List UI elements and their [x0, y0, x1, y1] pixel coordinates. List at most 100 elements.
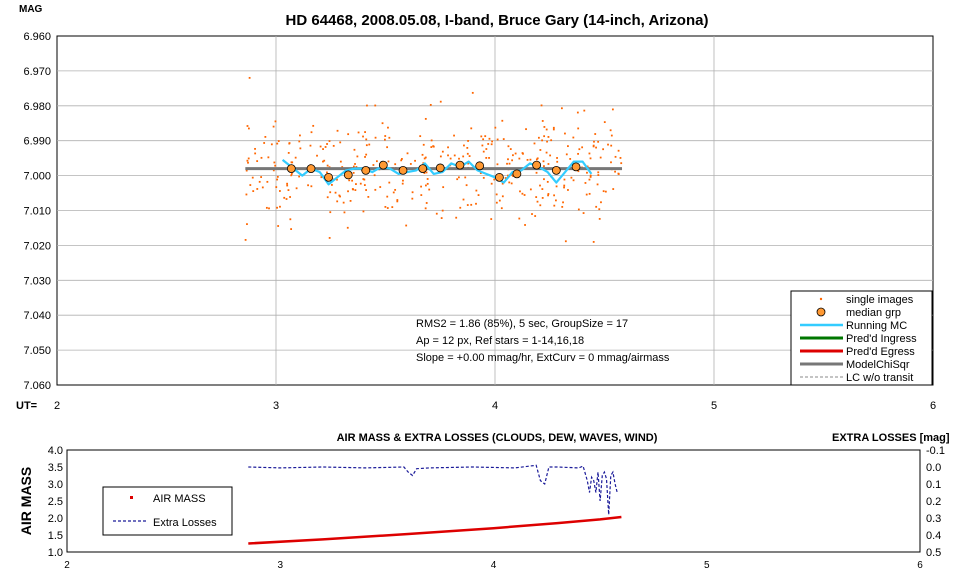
single-image-point — [507, 174, 509, 177]
single-image-point — [400, 159, 403, 162]
bottom-y2-tick-label: 0.1 — [926, 479, 941, 491]
single-image-point — [534, 215, 537, 217]
single-image-point — [586, 171, 588, 174]
single-image-point — [362, 210, 365, 213]
single-image-point — [425, 184, 427, 187]
single-image-point — [502, 138, 505, 140]
single-image-point — [248, 76, 251, 79]
single-image-point — [470, 127, 473, 130]
single-image-point — [289, 218, 292, 221]
single-image-point — [567, 189, 569, 191]
single-image-point — [409, 163, 412, 165]
single-image-point — [589, 157, 592, 160]
single-image-point — [514, 152, 517, 155]
single-image-point — [322, 160, 324, 163]
single-image-point — [422, 143, 425, 146]
single-image-point — [569, 158, 572, 160]
single-image-point — [610, 134, 613, 137]
single-image-point — [459, 206, 462, 209]
single-image-point — [354, 189, 357, 191]
single-image-point — [396, 199, 399, 201]
single-image-point — [375, 160, 378, 163]
single-image-point — [339, 141, 342, 144]
single-image-point — [336, 200, 339, 203]
single-image-point — [553, 204, 556, 207]
single-image-point — [589, 174, 592, 177]
single-image-point — [518, 157, 521, 160]
single-image-point — [419, 135, 422, 138]
single-image-point — [348, 179, 351, 182]
single-image-point — [320, 175, 323, 178]
single-image-point — [526, 158, 529, 161]
single-image-point — [384, 135, 387, 137]
single-image-point — [620, 162, 623, 165]
bottom-y2-tick-label: 0.4 — [926, 530, 941, 542]
single-image-point — [246, 159, 249, 162]
single-image-point — [277, 140, 280, 142]
single-image-point — [490, 182, 493, 185]
single-image-point — [244, 238, 247, 241]
single-image-point — [312, 124, 315, 127]
single-image-point — [480, 135, 483, 138]
single-image-point — [617, 149, 620, 152]
single-image-point — [594, 133, 597, 135]
single-image-point — [543, 165, 545, 168]
single-image-point — [326, 164, 329, 167]
single-image-point — [310, 131, 313, 134]
single-image-point — [275, 186, 278, 188]
single-image-point — [490, 218, 493, 220]
single-image-point — [563, 178, 566, 181]
single-image-point — [272, 125, 275, 128]
median-grp-point — [361, 165, 371, 175]
single-image-point — [285, 198, 288, 200]
single-image-point — [506, 162, 508, 165]
single-image-point — [316, 154, 318, 157]
single-image-point — [290, 174, 293, 177]
single-image-point — [414, 159, 416, 162]
single-image-point — [462, 198, 465, 201]
y-tick-label: 6.970 — [23, 66, 51, 78]
single-image-point — [386, 146, 389, 149]
single-image-point — [326, 171, 328, 174]
single-image-point — [351, 179, 354, 182]
y-tick-label: 7.050 — [23, 345, 51, 357]
legend-label-model: ModelChiSqr — [846, 359, 910, 371]
single-image-point — [374, 188, 377, 191]
x-tick-labels: 2 3 4 5 6 — [54, 400, 936, 412]
single-image-point — [421, 153, 424, 156]
single-image-point — [577, 127, 580, 130]
single-image-point — [512, 175, 514, 177]
single-image-point — [324, 146, 327, 148]
single-image-point — [475, 202, 477, 205]
single-image-point — [276, 175, 279, 178]
single-image-point — [456, 178, 459, 181]
extra-losses-line — [248, 464, 618, 515]
single-image-point — [541, 120, 544, 122]
single-image-point — [246, 223, 248, 226]
single-image-point — [351, 188, 354, 190]
single-image-point — [384, 138, 386, 141]
single-image-point — [432, 145, 435, 148]
single-image-point — [334, 191, 337, 194]
single-image-point — [254, 147, 256, 150]
bottom-y-tick-label: 1.5 — [48, 530, 63, 542]
single-image-point — [455, 216, 458, 219]
single-image-point — [467, 140, 469, 142]
single-image-point — [411, 191, 414, 194]
single-image-point — [391, 206, 394, 209]
single-image-point — [541, 197, 544, 199]
single-image-point — [535, 196, 538, 198]
bottom-y-tick-label: 3.0 — [48, 479, 63, 491]
single-image-point — [501, 119, 504, 122]
gridlines — [57, 36, 933, 385]
single-image-point — [529, 158, 532, 161]
single-image-point — [388, 136, 391, 139]
single-image-point — [565, 153, 568, 156]
single-image-point — [463, 144, 465, 147]
single-image-point — [482, 138, 485, 141]
single-image-point — [609, 129, 612, 132]
single-image-point — [336, 129, 339, 132]
single-image-point — [290, 161, 293, 164]
single-image-point — [424, 117, 427, 120]
single-image-point — [496, 138, 499, 141]
